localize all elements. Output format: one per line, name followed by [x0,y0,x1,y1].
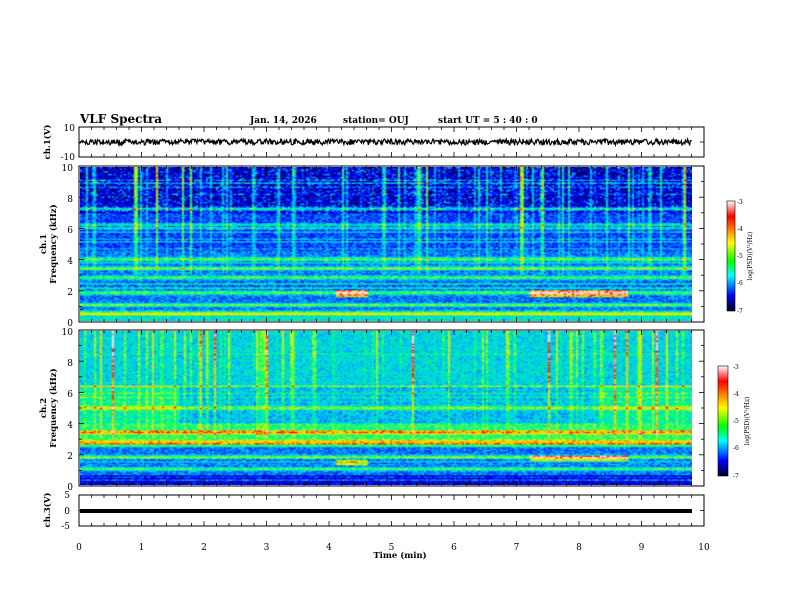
xtick-4: 4 [326,543,332,553]
ch1-frequency-label: Frequency (kHz) [48,204,59,283]
ch1-ylabel: ch.1(V) [42,125,53,160]
xtick-10: 10 [698,543,710,553]
ch2-ytick-10: 10 [62,328,74,338]
ch1-ytick-8: 8 [67,195,73,205]
ch2-ytick-8: 8 [67,359,73,369]
x-axis: 0 1 2 3 4 5 6 7 8 9 10 Time (min) [76,543,710,561]
ch1-cb-tick-6: -6 [737,280,743,287]
xtick-9: 9 [639,543,645,553]
ch1-cb-tick-5: -5 [737,253,743,260]
ch2-cb-tick-5: -5 [733,418,739,425]
ch1-ytick-top: 10 [64,124,76,134]
date-label: Jan. 14, 2026 [249,116,317,126]
figure-title: VLF Spectra [79,112,162,126]
ch1-ytick-4: 4 [67,257,73,267]
xtick-3: 3 [264,543,270,553]
ch2-spectrogram-panel: 0 2 4 6 8 10 ch.2 Frequency (kHz) [39,328,705,493]
ch1-colorbar: -3 -4 -5 -6 -7 log(PSD)(V²/Hz) [726,199,754,315]
ch1-ytick-bottom: -10 [61,153,76,163]
ch2-frequency-label: Frequency (kHz) [48,368,59,447]
ch3-ylabel: ch.3(V) [42,493,53,528]
axis-ticks [78,126,705,527]
ch1-channel-label: ch.1 [39,234,49,254]
ch3-ytick-0: 0 [64,507,70,517]
ch2-channel-label: ch.2 [39,398,49,418]
xtick-2: 2 [201,543,207,553]
ch1-ytick-10: 10 [62,164,74,174]
ch1-spectrogram-image [80,167,692,321]
ch2-ytick-6: 6 [67,390,73,400]
ch3-ytick-5: 5 [64,491,70,501]
ch2-cb-tick-3: -3 [733,364,739,371]
ch2-colorbar: -3 -4 -5 -6 -7 log(PSD)(V²/Hz) [717,364,751,480]
ch2-spectrogram-image [80,331,692,485]
ch2-cb-tick-4: -4 [733,391,739,398]
ch1-colorbar-label: log(PSD)(V²/Hz) [747,232,754,281]
ch1-ytick-6: 6 [67,226,73,236]
ch2-ytick-4: 4 [67,421,73,431]
ch1-cb-tick-3: -3 [737,199,743,206]
xtick-0: 0 [76,543,82,553]
ch2-colorbar-scale [717,365,729,477]
ch1-waveform-trace [79,136,692,148]
ch1-ytick-2: 2 [67,288,73,298]
station-label: station= OUJ [343,116,409,126]
ch2-ytick-0: 0 [67,483,73,493]
ch1-ytick-0: 0 [67,319,73,329]
ch1-cb-tick-4: -4 [737,226,743,233]
ch3-ytick-neg5: -5 [61,522,70,532]
xtick-8: 8 [576,543,582,553]
xtick-7: 7 [514,543,520,553]
x-axis-label: Time (min) [373,550,426,561]
ch1-colorbar-scale [726,200,736,312]
ch2-cb-tick-6: -6 [733,445,739,452]
ch1-cb-tick-7: -7 [737,308,743,315]
start-time-label: start UT = 5 : 40 : 0 [438,116,538,126]
ch1-spectrogram-panel: 0 2 4 6 8 10 ch.1 Frequency (kHz) [39,164,705,329]
xtick-1: 1 [139,543,145,553]
ch2-ytick-2: 2 [67,452,73,462]
ch2-cb-tick-7: -7 [733,473,739,480]
ch2-colorbar-label: log(PSD)(V²/Hz) [744,397,751,446]
xtick-6: 6 [451,543,457,553]
xtick-5: 5 [389,543,395,553]
